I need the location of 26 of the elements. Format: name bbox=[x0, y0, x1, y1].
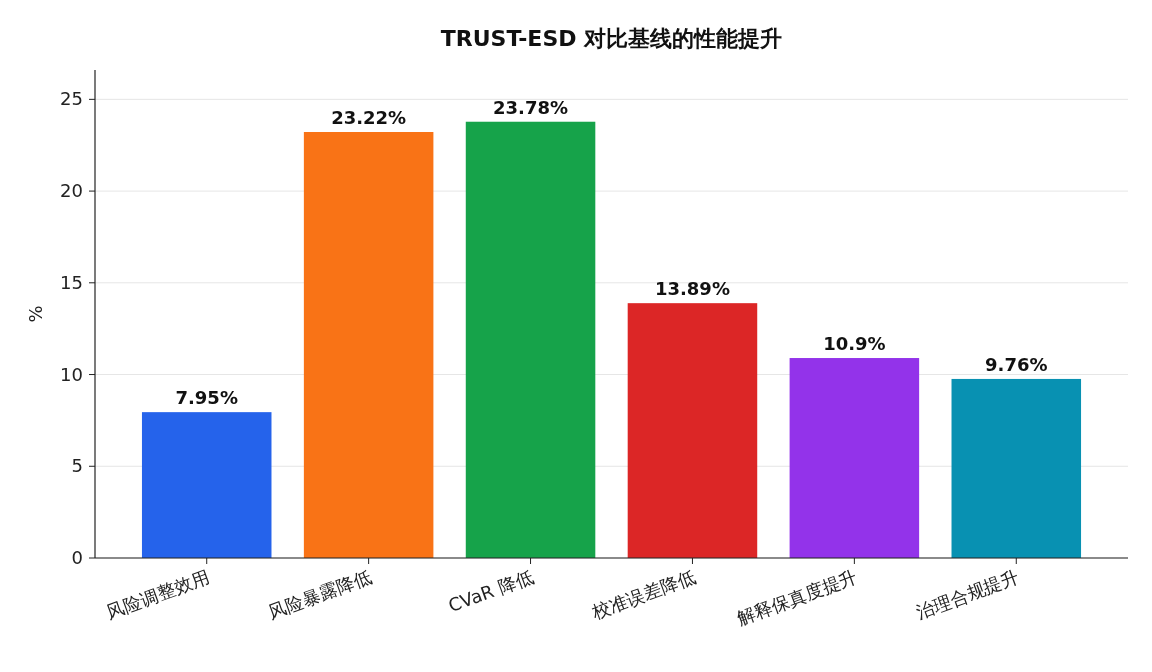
x-tick-label: 校准误差降低 bbox=[588, 566, 698, 624]
x-tick-label: 治理合规提升 bbox=[912, 566, 1022, 623]
data-label: 23.22% bbox=[331, 107, 407, 129]
y-axis-title: % bbox=[25, 305, 46, 323]
bar bbox=[789, 358, 920, 558]
y-tick-label: 20 bbox=[60, 180, 83, 202]
x-tick-label: CVaR 降低 bbox=[445, 566, 536, 617]
bar bbox=[951, 378, 1082, 558]
data-label: 13.89% bbox=[654, 278, 730, 300]
y-tick-label: 0 bbox=[71, 547, 83, 568]
chart-title: TRUST-ESD 对比基线的性能提升 bbox=[440, 26, 783, 51]
data-label: 9.76% bbox=[985, 353, 1048, 375]
x-tick-label: 风险暴露降低 bbox=[265, 566, 374, 623]
bar bbox=[627, 303, 758, 558]
data-label: 7.95% bbox=[175, 387, 238, 409]
y-tick-label: 10 bbox=[60, 363, 83, 385]
bar bbox=[141, 412, 272, 558]
x-tick-label: 解释保真度提升 bbox=[734, 566, 860, 629]
data-label: 10.9% bbox=[823, 333, 886, 355]
data-label: 23.78% bbox=[493, 96, 569, 118]
y-tick-label: 5 bbox=[71, 455, 83, 477]
x-tick-label: 风险调整效用 bbox=[103, 566, 213, 623]
y-tick-label: 15 bbox=[60, 271, 83, 293]
bar bbox=[465, 121, 596, 558]
y-tick-label: 25 bbox=[60, 88, 83, 110]
bar bbox=[303, 132, 434, 558]
